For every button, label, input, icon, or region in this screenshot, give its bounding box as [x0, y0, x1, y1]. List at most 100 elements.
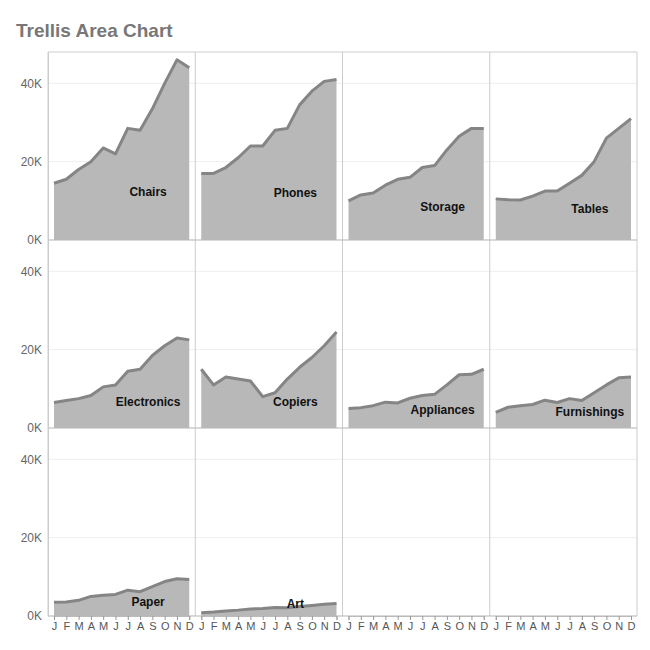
tick-label: J — [260, 620, 266, 632]
panel-border — [342, 52, 343, 616]
tick: A — [382, 616, 390, 632]
area — [349, 369, 484, 428]
tick: M — [246, 616, 255, 632]
y-axis: 0K 20K 40K — [21, 241, 49, 436]
tick: J — [52, 616, 58, 632]
tick-label: N — [615, 620, 623, 632]
panel-marks — [54, 338, 189, 428]
tick-label: A — [88, 620, 96, 632]
tick-label: J — [567, 620, 573, 632]
tick: J — [113, 616, 119, 632]
tick: J — [260, 616, 266, 632]
panel-marks — [54, 579, 189, 616]
tick-label: D — [333, 620, 341, 632]
panel-label: Paper — [131, 595, 165, 609]
tick-label: S — [296, 620, 303, 632]
tick-label: A — [284, 620, 292, 632]
axis-line — [48, 429, 49, 617]
panel-marks — [349, 369, 484, 428]
tick: S — [149, 616, 156, 632]
tick: J — [273, 616, 279, 632]
area — [201, 603, 336, 616]
tick: N — [615, 616, 623, 632]
tick-label: J — [126, 620, 132, 632]
panel-marks — [201, 603, 336, 616]
tick-label: M — [516, 620, 525, 632]
area — [54, 338, 189, 428]
tick: J — [346, 616, 352, 632]
tick-label: D — [628, 620, 636, 632]
tick: A — [431, 616, 439, 632]
area-line — [496, 119, 631, 200]
panel-label: Storage — [420, 200, 465, 214]
tick: F — [358, 616, 365, 632]
tick: F — [211, 616, 218, 632]
tick: M — [75, 616, 84, 632]
panel-label: Copiers — [273, 395, 318, 409]
area — [201, 79, 336, 240]
chart: Trellis Area ChartChairsPhonesStorageTab… — [0, 0, 650, 650]
tick: 40K — [21, 77, 48, 91]
tick: 20K — [21, 343, 48, 357]
area-line — [54, 60, 189, 183]
panel-label: Phones — [274, 186, 318, 200]
tick-label: J — [113, 620, 119, 632]
tick-label: N — [321, 620, 329, 632]
tick-label: 0K — [27, 233, 42, 247]
tick: M — [516, 616, 525, 632]
tick: M — [99, 616, 108, 632]
tick-label: M — [75, 620, 84, 632]
tick-label: J — [555, 620, 561, 632]
tick-label: N — [468, 620, 476, 632]
tick: N — [173, 616, 181, 632]
tick: 0K — [27, 421, 48, 435]
tick-label: F — [358, 620, 365, 632]
tick-label: A — [137, 620, 145, 632]
panel-label: Furnishings — [556, 405, 625, 419]
panel-label: Art — [287, 597, 304, 611]
y-axis: 0K 20K 40K — [21, 53, 49, 248]
title: Trellis Area Chart — [16, 20, 173, 41]
panel-marks — [54, 60, 189, 240]
panel-border — [489, 52, 490, 616]
tick: O — [308, 616, 317, 632]
tick-label: J — [199, 620, 205, 632]
area-line — [201, 79, 336, 173]
tick-label: J — [273, 620, 279, 632]
tick: O — [603, 616, 612, 632]
x-axis: JFMAMJJASOND — [199, 616, 341, 632]
panel-border — [637, 52, 638, 616]
tick: J — [494, 616, 500, 632]
tick: O — [455, 616, 464, 632]
area-line — [201, 603, 336, 612]
tick: A — [137, 616, 145, 632]
tick-label: D — [480, 620, 488, 632]
area — [54, 60, 189, 240]
tick-label: M — [541, 620, 550, 632]
tick-label: M — [99, 620, 108, 632]
tick-label: 20K — [21, 155, 42, 169]
tick-label: A — [579, 620, 587, 632]
panel-label: Appliances — [411, 403, 475, 417]
tick: S — [444, 616, 451, 632]
tick-label: D — [186, 620, 194, 632]
area-line — [54, 338, 189, 403]
tick-label: O — [603, 620, 612, 632]
panel-label: Tables — [571, 202, 608, 216]
area-line — [349, 128, 484, 200]
tick: M — [541, 616, 550, 632]
tick: A — [579, 616, 587, 632]
tick-label: F — [63, 620, 70, 632]
panel-marks — [349, 128, 484, 240]
tick: A — [529, 616, 537, 632]
tick-label: J — [420, 620, 426, 632]
area — [349, 128, 484, 240]
panel-marks — [496, 377, 631, 428]
tick: A — [235, 616, 243, 632]
tick: F — [63, 616, 70, 632]
tick-label: A — [382, 620, 390, 632]
x-axis: JFMAMJJASOND — [494, 616, 636, 632]
tick: 40K — [21, 453, 48, 467]
tick-label: 40K — [21, 265, 42, 279]
tick-label: S — [591, 620, 598, 632]
